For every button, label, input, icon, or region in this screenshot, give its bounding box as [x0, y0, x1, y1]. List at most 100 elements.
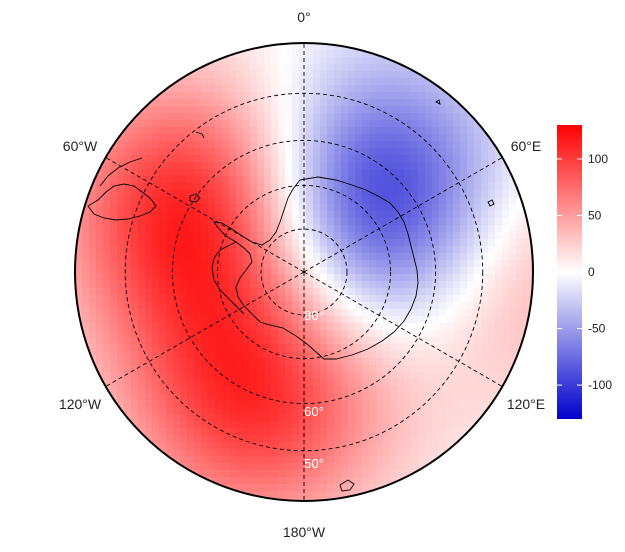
field-cell — [250, 330, 258, 338]
field-cell — [243, 477, 251, 485]
field-cell — [229, 176, 237, 184]
field-cell — [250, 162, 258, 170]
field-cell — [145, 288, 153, 296]
field-cell — [425, 323, 433, 331]
field-cell — [481, 323, 489, 331]
field-cell — [425, 309, 433, 317]
field-cell — [425, 428, 433, 436]
field-cell — [460, 365, 468, 373]
field-cell — [96, 281, 104, 289]
field-cell — [236, 428, 244, 436]
field-cell — [264, 148, 272, 156]
field-cell — [369, 407, 377, 415]
field-cell — [131, 148, 139, 156]
field-cell — [306, 106, 314, 114]
field-cell — [327, 204, 335, 212]
field-cell — [355, 246, 363, 254]
field-cell — [306, 274, 314, 282]
field-cell — [215, 176, 223, 184]
field-cell — [383, 288, 391, 296]
field-cell — [341, 169, 349, 177]
field-cell — [327, 463, 335, 471]
field-cell — [299, 379, 307, 387]
field-cell — [362, 288, 370, 296]
lat-label-80: 80° — [304, 308, 324, 323]
field-cell — [299, 169, 307, 177]
field-cell — [453, 330, 461, 338]
field-cell — [369, 316, 377, 324]
field-cell — [334, 491, 342, 499]
field-cell — [425, 449, 433, 457]
field-cell — [334, 57, 342, 65]
field-cell — [306, 239, 314, 247]
field-cell — [250, 57, 258, 65]
field-cell — [152, 428, 160, 436]
field-cell — [306, 232, 314, 240]
field-cell — [110, 239, 118, 247]
field-cell — [320, 50, 328, 58]
field-cell — [194, 162, 202, 170]
field-cell — [285, 302, 293, 310]
field-cell — [201, 274, 209, 282]
field-cell — [124, 225, 132, 233]
field-cell — [145, 400, 153, 408]
field-cell — [208, 456, 216, 464]
field-cell — [138, 176, 146, 184]
field-cell — [285, 64, 293, 72]
field-cell — [397, 400, 405, 408]
field-cell — [173, 267, 181, 275]
field-cell — [117, 134, 125, 142]
field-cell — [390, 218, 398, 226]
field-cell — [222, 456, 230, 464]
field-cell — [397, 442, 405, 450]
field-cell — [320, 449, 328, 457]
south-america-coast-north — [99, 157, 143, 187]
field-cell — [187, 155, 195, 163]
field-cell — [250, 148, 258, 156]
field-cell — [516, 260, 524, 268]
field-cell — [166, 337, 174, 345]
field-cell — [481, 365, 489, 373]
field-cell — [208, 176, 216, 184]
field-cell — [250, 183, 258, 191]
field-cell — [432, 281, 440, 289]
field-cell — [152, 421, 160, 429]
field-cell — [404, 372, 412, 380]
field-cell — [348, 330, 356, 338]
field-cell — [124, 274, 132, 282]
field-cell — [110, 337, 118, 345]
field-cell — [187, 386, 195, 394]
field-cell — [348, 498, 356, 501]
field-cell — [390, 239, 398, 247]
field-cell — [355, 393, 363, 401]
field-cell — [243, 428, 251, 436]
field-cell — [404, 407, 412, 415]
field-cell — [432, 400, 440, 408]
field-cell — [222, 162, 230, 170]
field-cell — [530, 274, 533, 282]
field-cell — [215, 183, 223, 191]
field-cell — [208, 274, 216, 282]
field-cell — [110, 232, 118, 240]
field-cell — [257, 302, 265, 310]
field-cell — [278, 309, 286, 317]
field-cell — [453, 232, 461, 240]
field-cell — [355, 442, 363, 450]
field-cell — [418, 344, 426, 352]
field-cell — [264, 267, 272, 275]
field-cell — [362, 113, 370, 121]
field-cell — [110, 253, 118, 261]
field-cell — [439, 155, 447, 163]
field-cell — [138, 274, 146, 282]
field-cell — [257, 239, 265, 247]
field-cell — [201, 246, 209, 254]
field-cell — [117, 365, 125, 373]
field-cell — [418, 309, 426, 317]
field-cell — [243, 148, 251, 156]
field-cell — [467, 344, 475, 352]
field-cell — [152, 358, 160, 366]
colorbar-tick-label: -50 — [588, 322, 606, 336]
field-cell — [460, 197, 468, 205]
field-cell — [383, 449, 391, 457]
field-cell — [369, 393, 377, 401]
